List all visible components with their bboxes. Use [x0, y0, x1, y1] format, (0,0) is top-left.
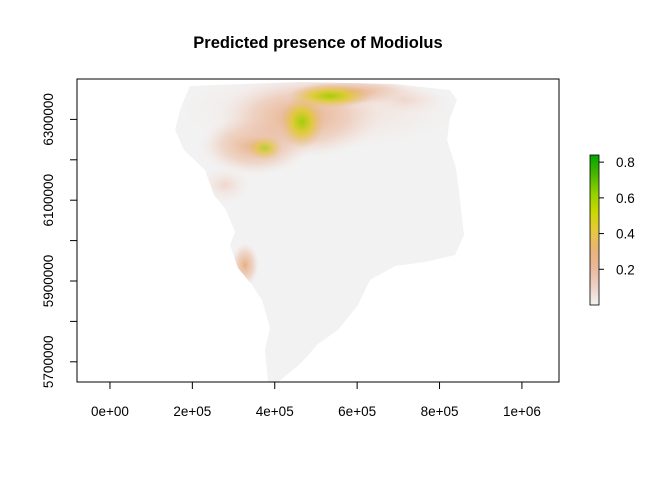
y-tick-label-0: 5700000	[41, 336, 56, 389]
y-tick-label-6: 6300000	[41, 93, 56, 146]
hotspot-mid-west	[200, 167, 250, 203]
x-tick-label-2: 4e+05	[256, 404, 294, 419]
x-tick-label-1: 2e+05	[173, 404, 211, 419]
x-tick-label-4: 8e+05	[421, 404, 459, 419]
y-axis: 5700000 5900000 6100000 6300000	[41, 93, 78, 389]
hotspot-east-shelf	[365, 86, 445, 114]
prediction-raster	[175, 82, 464, 382]
hotspot-peak-main	[280, 96, 324, 148]
legend-tick-label-1: 0.4	[616, 227, 635, 242]
hotspot-south-west	[231, 243, 259, 287]
y-tick-label-2: 5900000	[41, 255, 56, 308]
legend-ticks: 0.2 0.4 0.6 0.8	[599, 155, 635, 277]
x-tick-label-0: 0e+00	[91, 404, 129, 419]
y-tick-label-4: 6100000	[41, 174, 56, 227]
hotspot-peak-west	[247, 136, 283, 160]
legend-colorbar	[589, 154, 600, 306]
legend-tick-label-0: 0.2	[616, 262, 635, 277]
hotspot-peak-north	[288, 84, 372, 108]
x-axis: 0e+00 2e+05 4e+05 6e+05 8e+05 1e+06	[91, 381, 541, 419]
x-tick-label-5: 1e+06	[503, 404, 541, 419]
legend-tick-label-3: 0.8	[616, 155, 635, 170]
chart-title: Predicted presence of Modiolus	[193, 34, 442, 52]
x-tick-label-3: 6e+05	[338, 404, 376, 419]
legend-tick-label-2: 0.6	[616, 191, 635, 206]
color-legend: 0.2 0.4 0.6 0.8	[589, 154, 635, 306]
